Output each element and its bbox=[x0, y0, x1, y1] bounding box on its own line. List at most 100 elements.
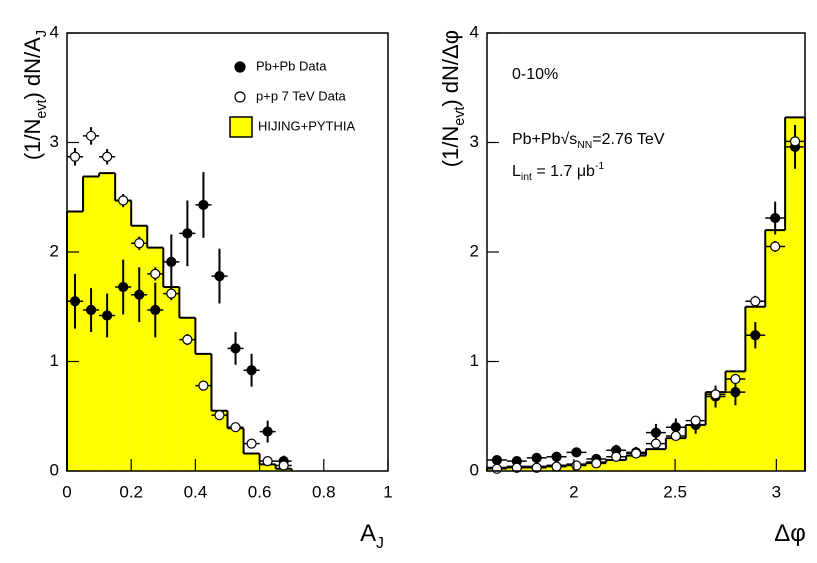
data-point bbox=[491, 454, 503, 466]
label-part: int bbox=[521, 172, 532, 183]
hist-bar bbox=[685, 425, 706, 471]
label-part: = 1.7 μb bbox=[532, 163, 595, 180]
data-point bbox=[134, 238, 145, 249]
x-tick-label: 0.8 bbox=[312, 482, 336, 501]
data-point bbox=[630, 448, 642, 459]
data-point bbox=[85, 130, 97, 142]
data-point bbox=[166, 288, 177, 299]
y-tick-label: 4 bbox=[50, 22, 59, 41]
data-point bbox=[150, 304, 161, 316]
x-axis-label: Δφ bbox=[774, 520, 806, 547]
data-point bbox=[69, 296, 81, 307]
data-point bbox=[246, 438, 257, 449]
x-tick-label: 0.4 bbox=[184, 482, 208, 501]
data-point bbox=[182, 228, 193, 239]
data-point bbox=[591, 458, 602, 469]
data-point bbox=[134, 289, 145, 300]
data-point bbox=[150, 268, 161, 279]
data-point bbox=[730, 373, 741, 385]
data-point bbox=[770, 212, 781, 224]
data-point bbox=[789, 136, 801, 147]
y-axis-label: (1/Nevt) dN/Δφ bbox=[438, 30, 468, 167]
data-point bbox=[551, 451, 562, 462]
y-tick-label: 1 bbox=[470, 351, 479, 370]
label-part: -1 bbox=[595, 161, 604, 172]
hist-bar bbox=[211, 410, 228, 471]
data-point bbox=[102, 151, 113, 162]
legend-label: p+p 7 TeV Data bbox=[256, 88, 347, 103]
data-point bbox=[118, 281, 129, 293]
hist-bar bbox=[745, 306, 766, 471]
hist-bar bbox=[115, 200, 132, 471]
data-point bbox=[650, 438, 662, 449]
y-tick-label: 2 bbox=[470, 241, 479, 260]
y-tick-label: 4 bbox=[470, 22, 479, 41]
data-point bbox=[214, 270, 225, 282]
hist-bar bbox=[606, 460, 627, 471]
x-tick-label: 0.2 bbox=[119, 482, 143, 501]
data-point bbox=[166, 256, 177, 267]
annotation: Pb+Pb√sNN=2.76 TeV bbox=[512, 131, 665, 151]
hist-bar bbox=[765, 230, 786, 471]
data-point bbox=[262, 426, 273, 437]
data-point bbox=[750, 296, 761, 307]
hist-bar bbox=[163, 287, 180, 471]
data-point bbox=[118, 195, 129, 206]
x-tick-label: 2.5 bbox=[663, 482, 687, 501]
label-part: evt bbox=[452, 107, 468, 126]
data-point bbox=[670, 430, 681, 442]
legend-marker bbox=[234, 91, 246, 103]
hist-bar bbox=[195, 353, 212, 471]
hist-bar bbox=[646, 449, 666, 471]
hist-bar bbox=[785, 117, 805, 471]
data-point bbox=[262, 456, 273, 467]
x-axis-label: AJ bbox=[360, 520, 384, 551]
x-tick-label: 0.6 bbox=[248, 482, 272, 501]
data-point bbox=[650, 427, 662, 438]
data-point bbox=[85, 304, 97, 316]
y-tick-label: 0 bbox=[50, 460, 59, 479]
data-point bbox=[511, 462, 522, 473]
data-point bbox=[230, 343, 241, 354]
y-tick-label: 3 bbox=[470, 132, 479, 151]
label-part: J bbox=[376, 535, 384, 552]
label-part: 0-10% bbox=[512, 66, 558, 83]
label-part: ) dN/A bbox=[20, 37, 45, 100]
legend-swatch bbox=[229, 116, 253, 138]
data-point bbox=[710, 389, 721, 400]
hist-bar bbox=[131, 225, 148, 471]
data-point bbox=[246, 365, 257, 376]
label-part: (1/N bbox=[438, 126, 463, 168]
legend-label: Pb+Pb Data bbox=[256, 58, 327, 73]
hist-bar bbox=[626, 455, 646, 471]
label-part: ) dN/Δφ bbox=[438, 30, 463, 107]
hist-bar bbox=[665, 438, 686, 471]
x-tick-label: 0 bbox=[62, 482, 71, 501]
label-part: NN bbox=[577, 140, 592, 151]
hist-bar bbox=[705, 392, 726, 471]
label-part: evt bbox=[34, 99, 50, 118]
hist-bar bbox=[243, 453, 260, 471]
data-point bbox=[198, 380, 209, 391]
x-tick-label: 3 bbox=[772, 482, 781, 501]
hist-bar bbox=[227, 428, 244, 471]
data-point bbox=[551, 461, 562, 472]
label-part: =2.76 TeV bbox=[592, 131, 665, 148]
data-point bbox=[531, 462, 542, 473]
annotation: Lint = 1.7 μb-1 bbox=[512, 161, 604, 183]
y-tick-label: 1 bbox=[50, 351, 59, 370]
legend-label: HIJING+PYTHIA bbox=[258, 118, 355, 133]
data-point bbox=[214, 410, 225, 421]
legend-marker bbox=[234, 61, 246, 73]
y-tick-label: 0 bbox=[470, 460, 479, 479]
data-point bbox=[690, 415, 701, 426]
label-part: A bbox=[360, 520, 376, 547]
data-point bbox=[491, 463, 503, 474]
hist-bar bbox=[725, 371, 746, 471]
data-point bbox=[750, 330, 761, 341]
data-point bbox=[102, 310, 113, 321]
label-part: Pb+Pb√s bbox=[512, 131, 577, 148]
label-part: J bbox=[34, 30, 50, 37]
annotation: 0-10% bbox=[512, 66, 558, 83]
x-tick-label: 2 bbox=[569, 482, 578, 501]
